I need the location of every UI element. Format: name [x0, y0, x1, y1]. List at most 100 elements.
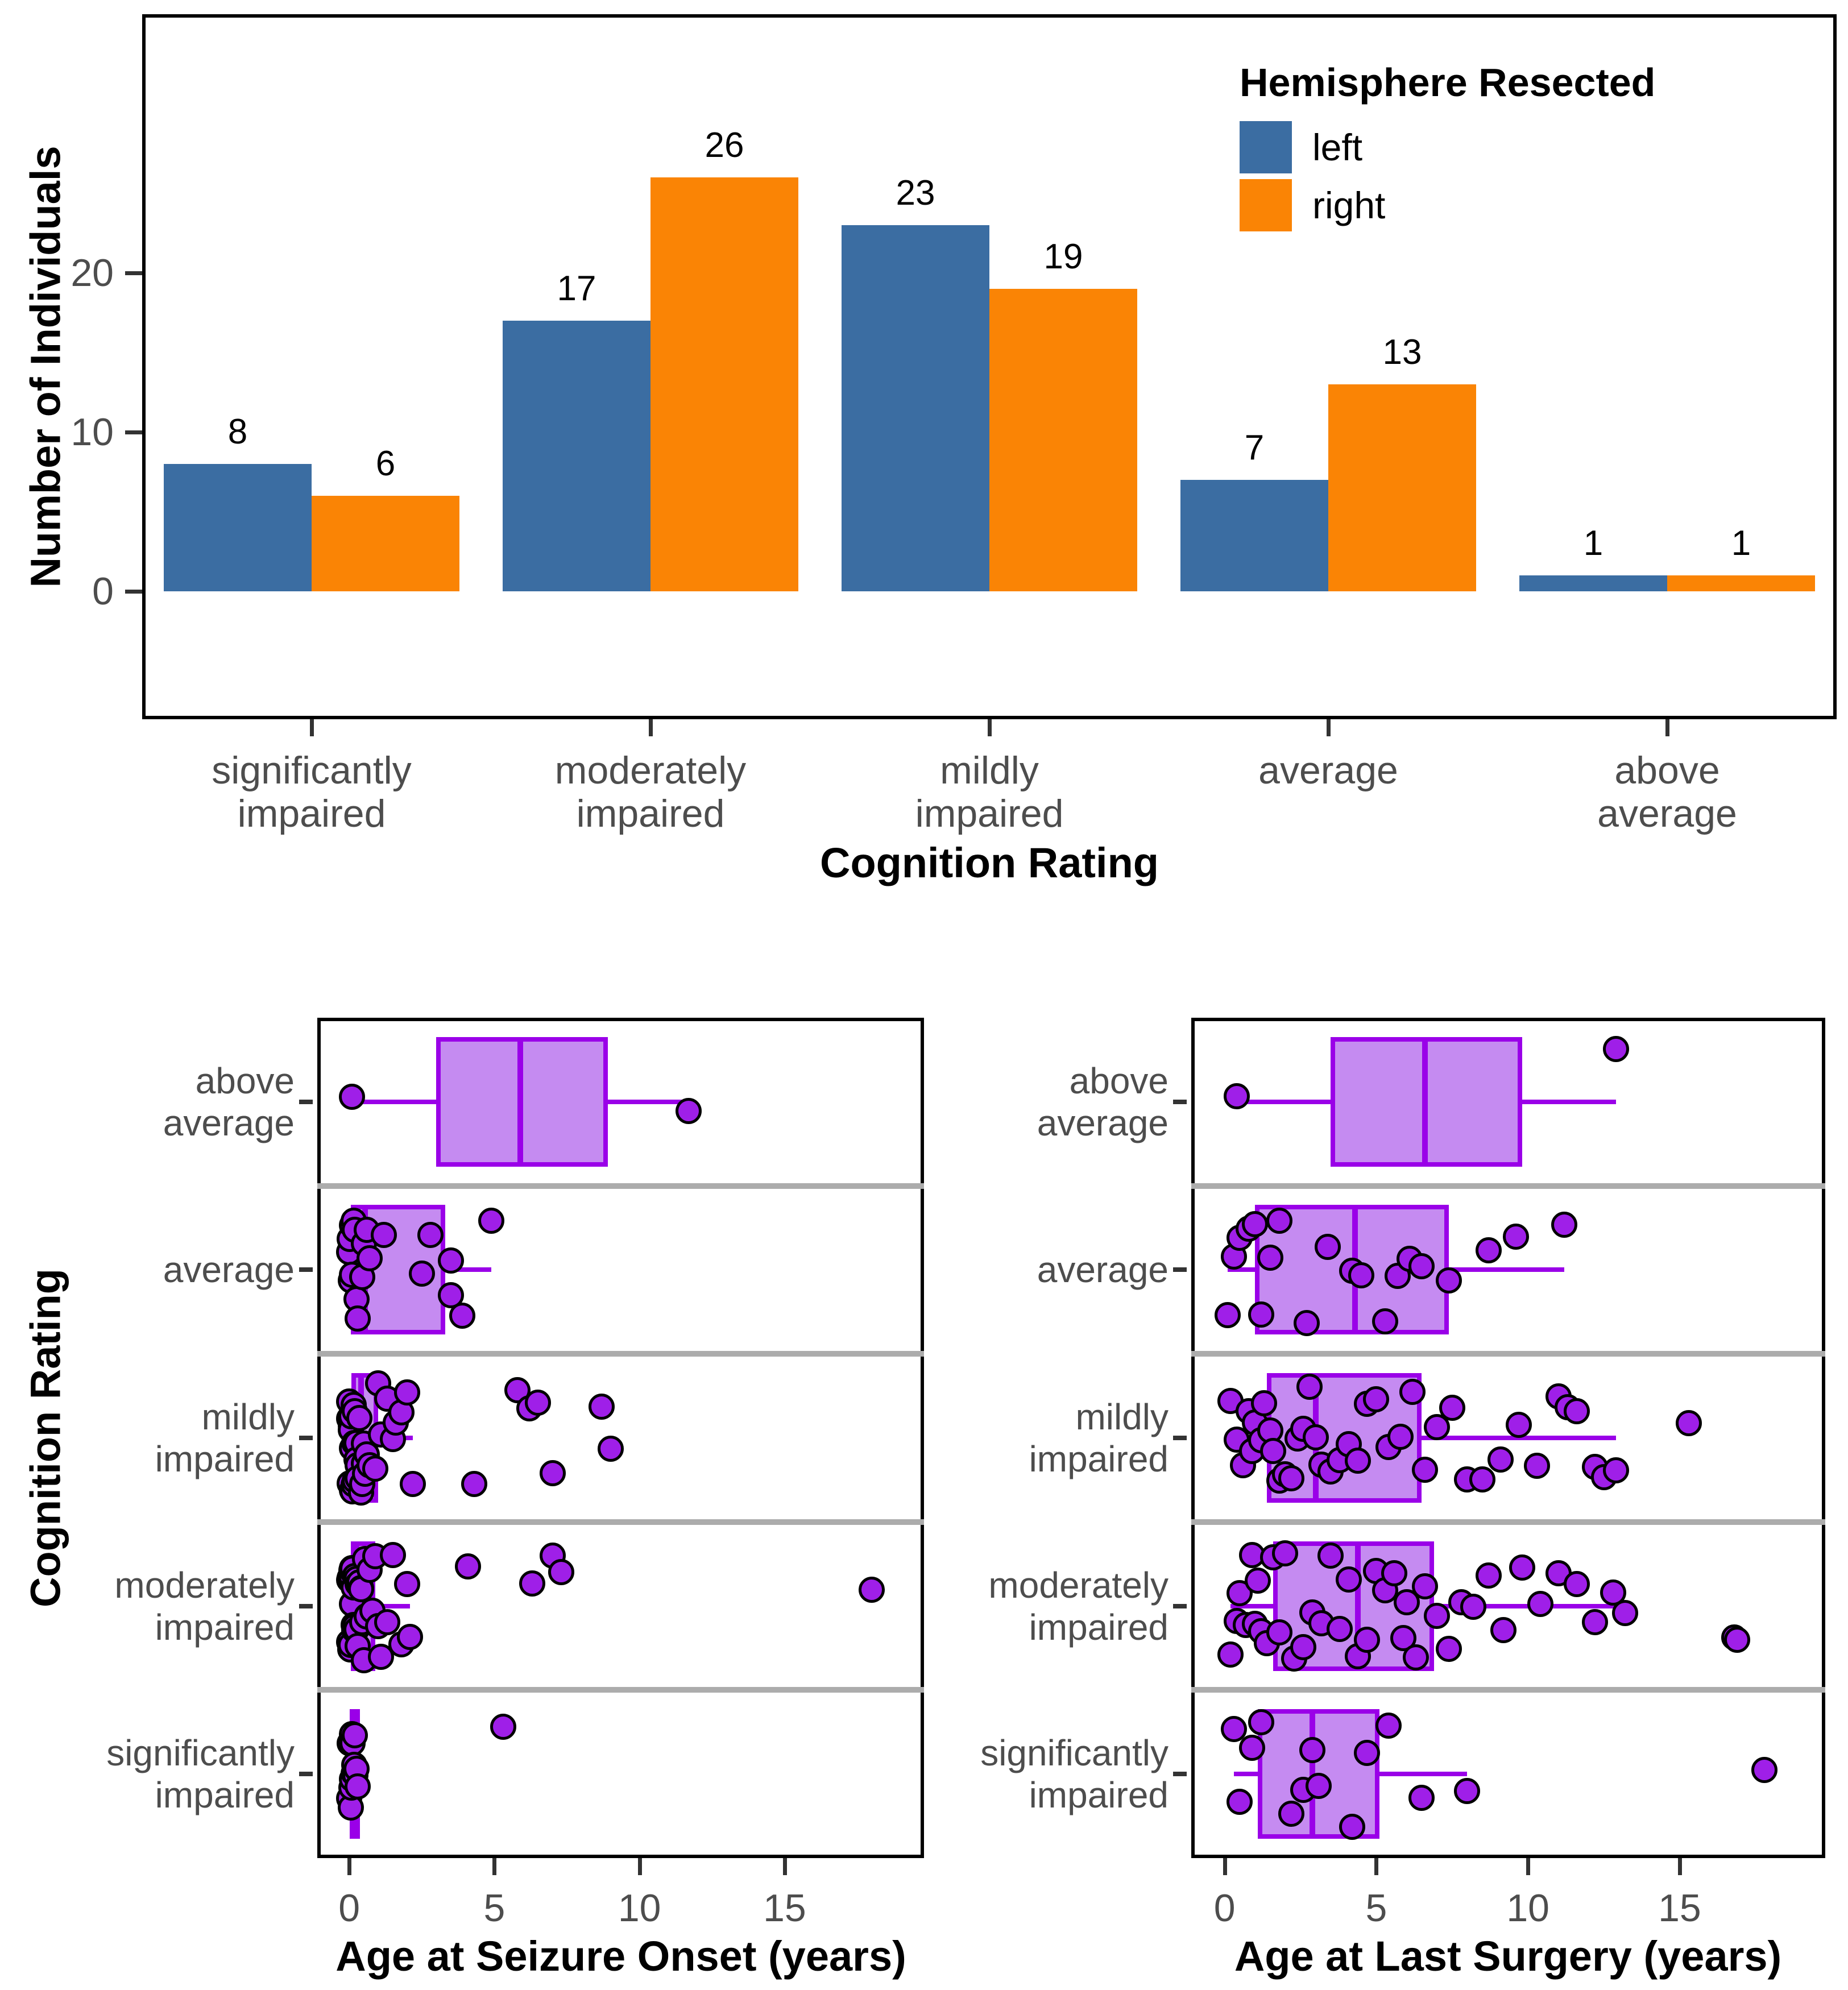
jitter-point	[394, 1379, 421, 1406]
whisker-high	[1449, 1267, 1565, 1272]
jitter-point	[1424, 1602, 1451, 1629]
jitter-point	[1399, 1378, 1426, 1405]
y-axis-tick	[125, 430, 142, 434]
facet-separator	[1191, 1351, 1825, 1357]
bar-value-label: 8	[227, 412, 248, 451]
facet-tick	[299, 1267, 313, 1272]
x-axis-tick	[492, 1858, 497, 1875]
facet-tick	[1173, 1436, 1187, 1440]
facet-tick	[299, 1603, 313, 1608]
facet-tick	[1173, 1267, 1187, 1272]
whisker-high	[1422, 1436, 1616, 1440]
jitter-point	[1220, 1715, 1247, 1742]
x-axis-tick	[988, 719, 992, 736]
x-axis-category-label: average	[1258, 749, 1398, 792]
facet-label-average: average	[163, 1249, 295, 1291]
jitter-point	[1363, 1386, 1390, 1413]
facet-label-above-average: above average	[1037, 1060, 1169, 1143]
bar-value-label: 26	[705, 126, 744, 165]
bar-right-mildly-impaired	[989, 289, 1137, 591]
jitter-point	[417, 1221, 444, 1248]
jitter-point	[339, 1084, 366, 1110]
x-axis-category-label: moderately impaired	[554, 749, 747, 835]
y-axis-tick	[125, 590, 142, 594]
facet-label-mildly-impaired: mildly impaired	[1029, 1396, 1169, 1479]
x-axis-tick-label: 5	[483, 1887, 505, 1930]
x-axis-title-bottom-left: Age at Seizure Onset (years)	[335, 1933, 906, 1980]
x-axis-title-top-chart: Cognition Rating	[820, 839, 1159, 886]
jitter-point	[1475, 1237, 1502, 1263]
jitter-point	[1354, 1626, 1381, 1653]
jitter-point	[374, 1609, 400, 1636]
jitter-point	[400, 1471, 426, 1498]
x-axis-tick-label: 10	[618, 1887, 661, 1930]
facet-tick	[1173, 1099, 1187, 1104]
jitter-point	[1524, 1452, 1551, 1479]
jitter-point	[1402, 1644, 1429, 1670]
whisker-high	[445, 1267, 492, 1272]
jitter-point	[1724, 1626, 1751, 1653]
boxplot-panel-onset	[317, 1018, 924, 1858]
jitter-point	[455, 1553, 482, 1579]
bar-value-label: 1	[1583, 524, 1603, 563]
jitter-point	[1345, 1447, 1372, 1474]
bar-right-significantly-impaired	[312, 496, 459, 591]
x-axis-tick	[782, 1858, 787, 1875]
facet-tick	[299, 1436, 313, 1440]
jitter-point	[597, 1436, 624, 1462]
jitter-point	[345, 1773, 371, 1800]
facet-separator	[317, 1183, 924, 1189]
box-median	[1355, 1541, 1361, 1671]
jitter-point	[1278, 1800, 1305, 1827]
x-axis-category-label: mildly impaired	[915, 749, 1064, 835]
jitter-point	[1348, 1262, 1374, 1288]
x-axis-tick	[1327, 719, 1331, 736]
jitter-point	[1436, 1636, 1462, 1663]
whisker-low	[1228, 1267, 1256, 1272]
jitter-point	[1336, 1566, 1362, 1593]
jitter-point	[1551, 1212, 1578, 1238]
jitter-point	[1238, 1734, 1265, 1761]
x-axis-tick-label: 15	[1658, 1887, 1701, 1930]
jitter-point	[1257, 1245, 1283, 1271]
jitter-point	[1375, 1712, 1402, 1739]
jitter-point	[1502, 1224, 1529, 1250]
bar-right-above-average	[1667, 575, 1815, 591]
jitter-point	[1439, 1395, 1465, 1421]
jitter-point	[1411, 1573, 1438, 1600]
jitter-point	[346, 1405, 373, 1432]
x-axis-tick	[1223, 1858, 1227, 1875]
whisker-low	[1237, 1099, 1331, 1104]
jitter-point	[397, 1624, 424, 1651]
legend: Hemisphere Resected left right	[1240, 60, 1655, 231]
jitter-point	[1460, 1593, 1487, 1620]
jitter-point	[461, 1471, 487, 1498]
jitter-point	[1454, 1778, 1481, 1805]
jitter-point	[1381, 1560, 1408, 1586]
jitter-point	[519, 1570, 545, 1597]
facet-separator	[317, 1687, 924, 1693]
facet-tick	[299, 1772, 313, 1777]
x-axis-tick	[1374, 1858, 1379, 1875]
jitter-point	[548, 1558, 574, 1585]
jitter-point	[1675, 1410, 1702, 1437]
legend-item-left: left	[1240, 121, 1655, 173]
x-axis-tick	[1526, 1858, 1531, 1875]
jitter-point	[356, 1245, 383, 1271]
bar-value-label: 7	[1244, 428, 1265, 467]
jitter-point	[449, 1302, 476, 1329]
jitter-point	[1299, 1736, 1326, 1763]
jitter-point	[362, 1456, 389, 1482]
bar-left-above-average	[1519, 575, 1667, 591]
bar-left-mildly-impaired	[842, 225, 989, 591]
bar-value-label: 19	[1043, 237, 1083, 276]
jitter-point	[589, 1393, 615, 1420]
jitter-point	[1290, 1634, 1317, 1661]
facet-label-significantly-impaired: significantly impaired	[980, 1732, 1169, 1816]
jitter-point	[1469, 1466, 1496, 1493]
jitter-point	[1260, 1437, 1287, 1464]
jitter-point	[1408, 1784, 1435, 1811]
jitter-point	[490, 1714, 516, 1740]
facet-label-moderately-impaired: moderately impaired	[114, 1564, 295, 1648]
facet-separator	[317, 1519, 924, 1525]
